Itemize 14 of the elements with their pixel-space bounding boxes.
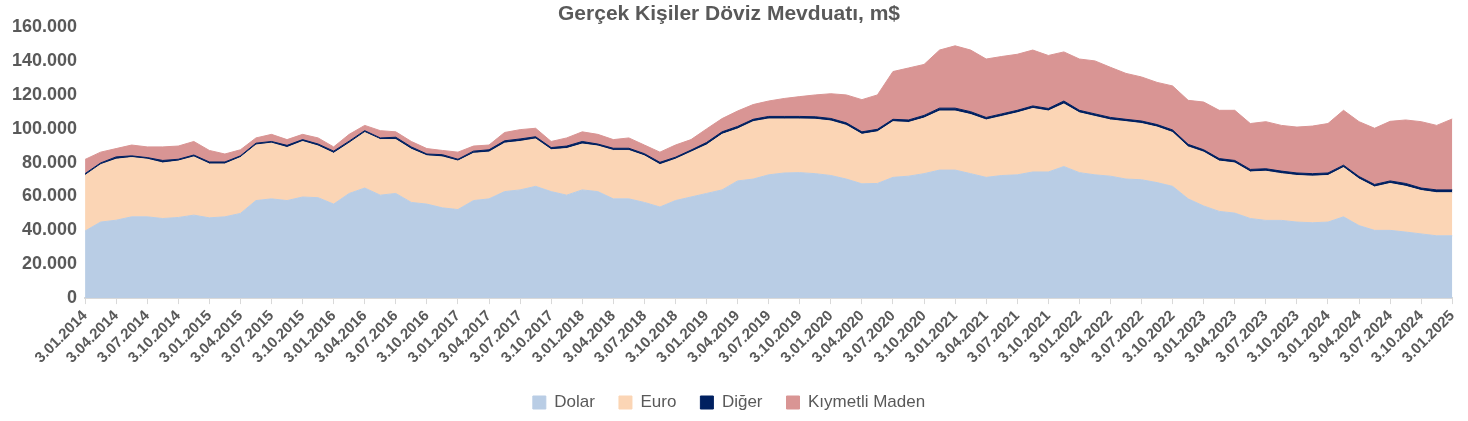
legend-label: Euro <box>640 392 677 412</box>
y-tick-label: 140.000 <box>11 50 78 71</box>
y-tick-label: 80.000 <box>22 151 78 172</box>
y-tick-label: 100.000 <box>11 117 78 138</box>
y-tick-label: 20.000 <box>22 253 78 274</box>
legend-label: Kıymetli Maden <box>808 392 926 412</box>
y-tick-label: 0 <box>67 287 78 308</box>
legend-label: Diğer <box>721 392 763 412</box>
y-tick-label: 160.000 <box>11 16 78 37</box>
y-tick-label: 60.000 <box>22 185 78 206</box>
chart-title: Gerçek Kişiler Döviz Mevduatı, m$ <box>558 1 901 25</box>
y-tick-label: 120.000 <box>11 83 78 104</box>
y-tick-label: 40.000 <box>22 219 78 240</box>
legend-label: Dolar <box>554 392 596 412</box>
